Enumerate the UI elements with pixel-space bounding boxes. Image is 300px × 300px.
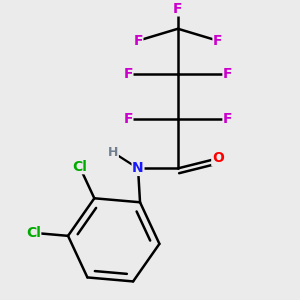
Text: F: F xyxy=(123,67,133,81)
Text: O: O xyxy=(212,152,224,165)
Text: F: F xyxy=(223,67,232,81)
Text: Cl: Cl xyxy=(72,160,87,174)
Text: F: F xyxy=(173,2,183,16)
Text: H: H xyxy=(108,146,118,159)
Text: Cl: Cl xyxy=(26,226,41,240)
Text: F: F xyxy=(223,112,232,125)
Text: F: F xyxy=(213,34,223,48)
Text: F: F xyxy=(123,112,133,125)
Text: F: F xyxy=(133,34,143,48)
Text: N: N xyxy=(132,161,144,176)
